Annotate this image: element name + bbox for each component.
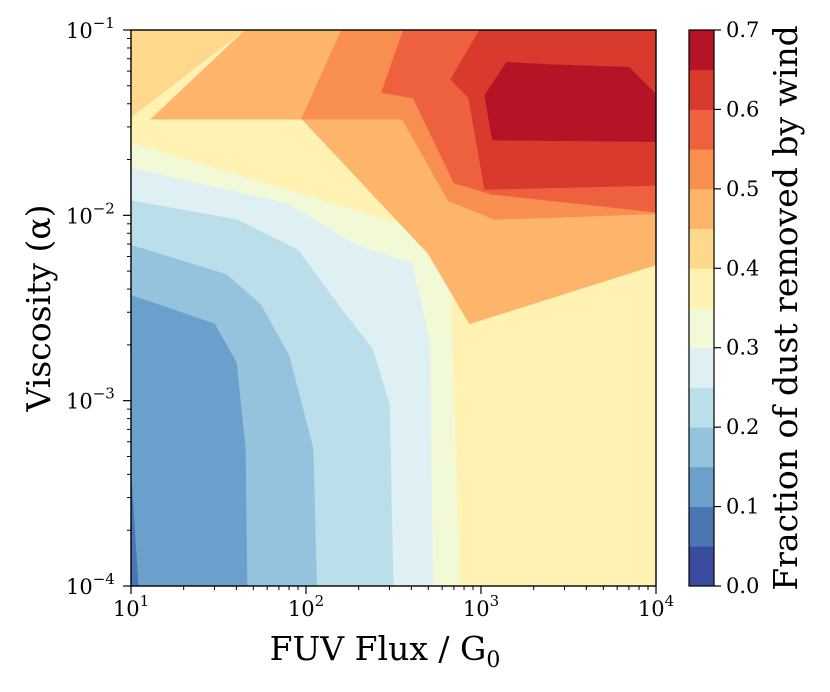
- colorbar-segment: [689, 466, 714, 507]
- colorbar-segment: [689, 188, 714, 229]
- x-tick-label: 103: [463, 592, 499, 621]
- y-tick-base: 10: [66, 575, 93, 599]
- x-axis-ticks: 101 102 103 104: [113, 586, 674, 621]
- colorbar-tick-label: 0.3: [726, 336, 759, 360]
- x-tick-base: 10: [113, 597, 140, 621]
- contour-band-12: [484, 61, 656, 142]
- colorbar-segment: [689, 427, 714, 468]
- colorbar-tick-label: 0.2: [726, 415, 759, 439]
- x-axis-label-subscript: 0: [486, 648, 500, 673]
- x-axis-label: FUV Flux / G0: [270, 629, 501, 673]
- colorbar-segment: [689, 228, 714, 269]
- y-axis-ticks: 10−410−310−210−1: [66, 14, 131, 599]
- colorbar-segment: [689, 69, 714, 110]
- colorbar-tick-label: 0.6: [726, 97, 759, 121]
- y-tick-exponent: −1: [93, 14, 115, 32]
- colorbar-tick-label: 0.5: [726, 177, 759, 201]
- x-axis-label-main: FUV Flux / G: [270, 629, 487, 668]
- y-tick-label: 10−4: [66, 570, 115, 599]
- colorbar-tick-label: 0.7: [726, 18, 759, 42]
- colorbar-frame: [688, 29, 715, 587]
- x-tick-label: 102: [288, 592, 324, 621]
- y-tick-label: 10−1: [66, 14, 115, 43]
- colorbar-tick-label: 0.1: [726, 495, 759, 519]
- y-tick-label: 10−2: [66, 199, 115, 228]
- y-tick-label: 10−3: [66, 385, 115, 414]
- y-tick-exponent: −4: [93, 570, 115, 588]
- x-tick-base: 10: [463, 597, 490, 621]
- x-tick-label: 101: [113, 592, 149, 621]
- colorbar-segment: [689, 308, 714, 349]
- x-tick-exponent: 2: [315, 592, 325, 610]
- colorbar: 0.0 0.1 0.2 0.3 0.4 0.5 0.6 0.7: [688, 18, 759, 598]
- colorbar-segment: [689, 268, 714, 309]
- contour-regions: [131, 30, 656, 586]
- x-tick-base: 10: [638, 597, 665, 621]
- contour-band-6: [131, 295, 248, 586]
- colorbar-segment: [689, 109, 714, 150]
- x-tick-exponent: 4: [665, 592, 675, 610]
- colorbar-tick-label: 0.4: [726, 256, 759, 280]
- y-tick-exponent: −2: [93, 199, 115, 217]
- y-tick-base: 10: [66, 390, 93, 414]
- colorbar-segment: [689, 387, 714, 428]
- x-tick-label: 104: [638, 592, 674, 621]
- y-tick-exponent: −3: [93, 385, 115, 403]
- x-tick-exponent: 1: [140, 592, 150, 610]
- colorbar-segment: [689, 347, 714, 388]
- colorbar-segment: [689, 506, 714, 547]
- colorbar-tick-label: 0.0: [726, 574, 759, 598]
- x-tick-base: 10: [288, 597, 315, 621]
- contour-band-7: [131, 474, 139, 586]
- y-tick-base: 10: [66, 204, 93, 228]
- colorbar-segment: [689, 546, 714, 587]
- y-tick-base: 10: [66, 19, 93, 43]
- plot-frame: [130, 29, 657, 587]
- y-axis-label: Viscosity (α): [19, 204, 58, 412]
- colorbar-segment: [689, 30, 714, 71]
- colorbar-label: Fraction of dust removed by wind: [766, 25, 805, 591]
- colorbar-segment: [689, 149, 714, 190]
- x-tick-exponent: 3: [490, 592, 500, 610]
